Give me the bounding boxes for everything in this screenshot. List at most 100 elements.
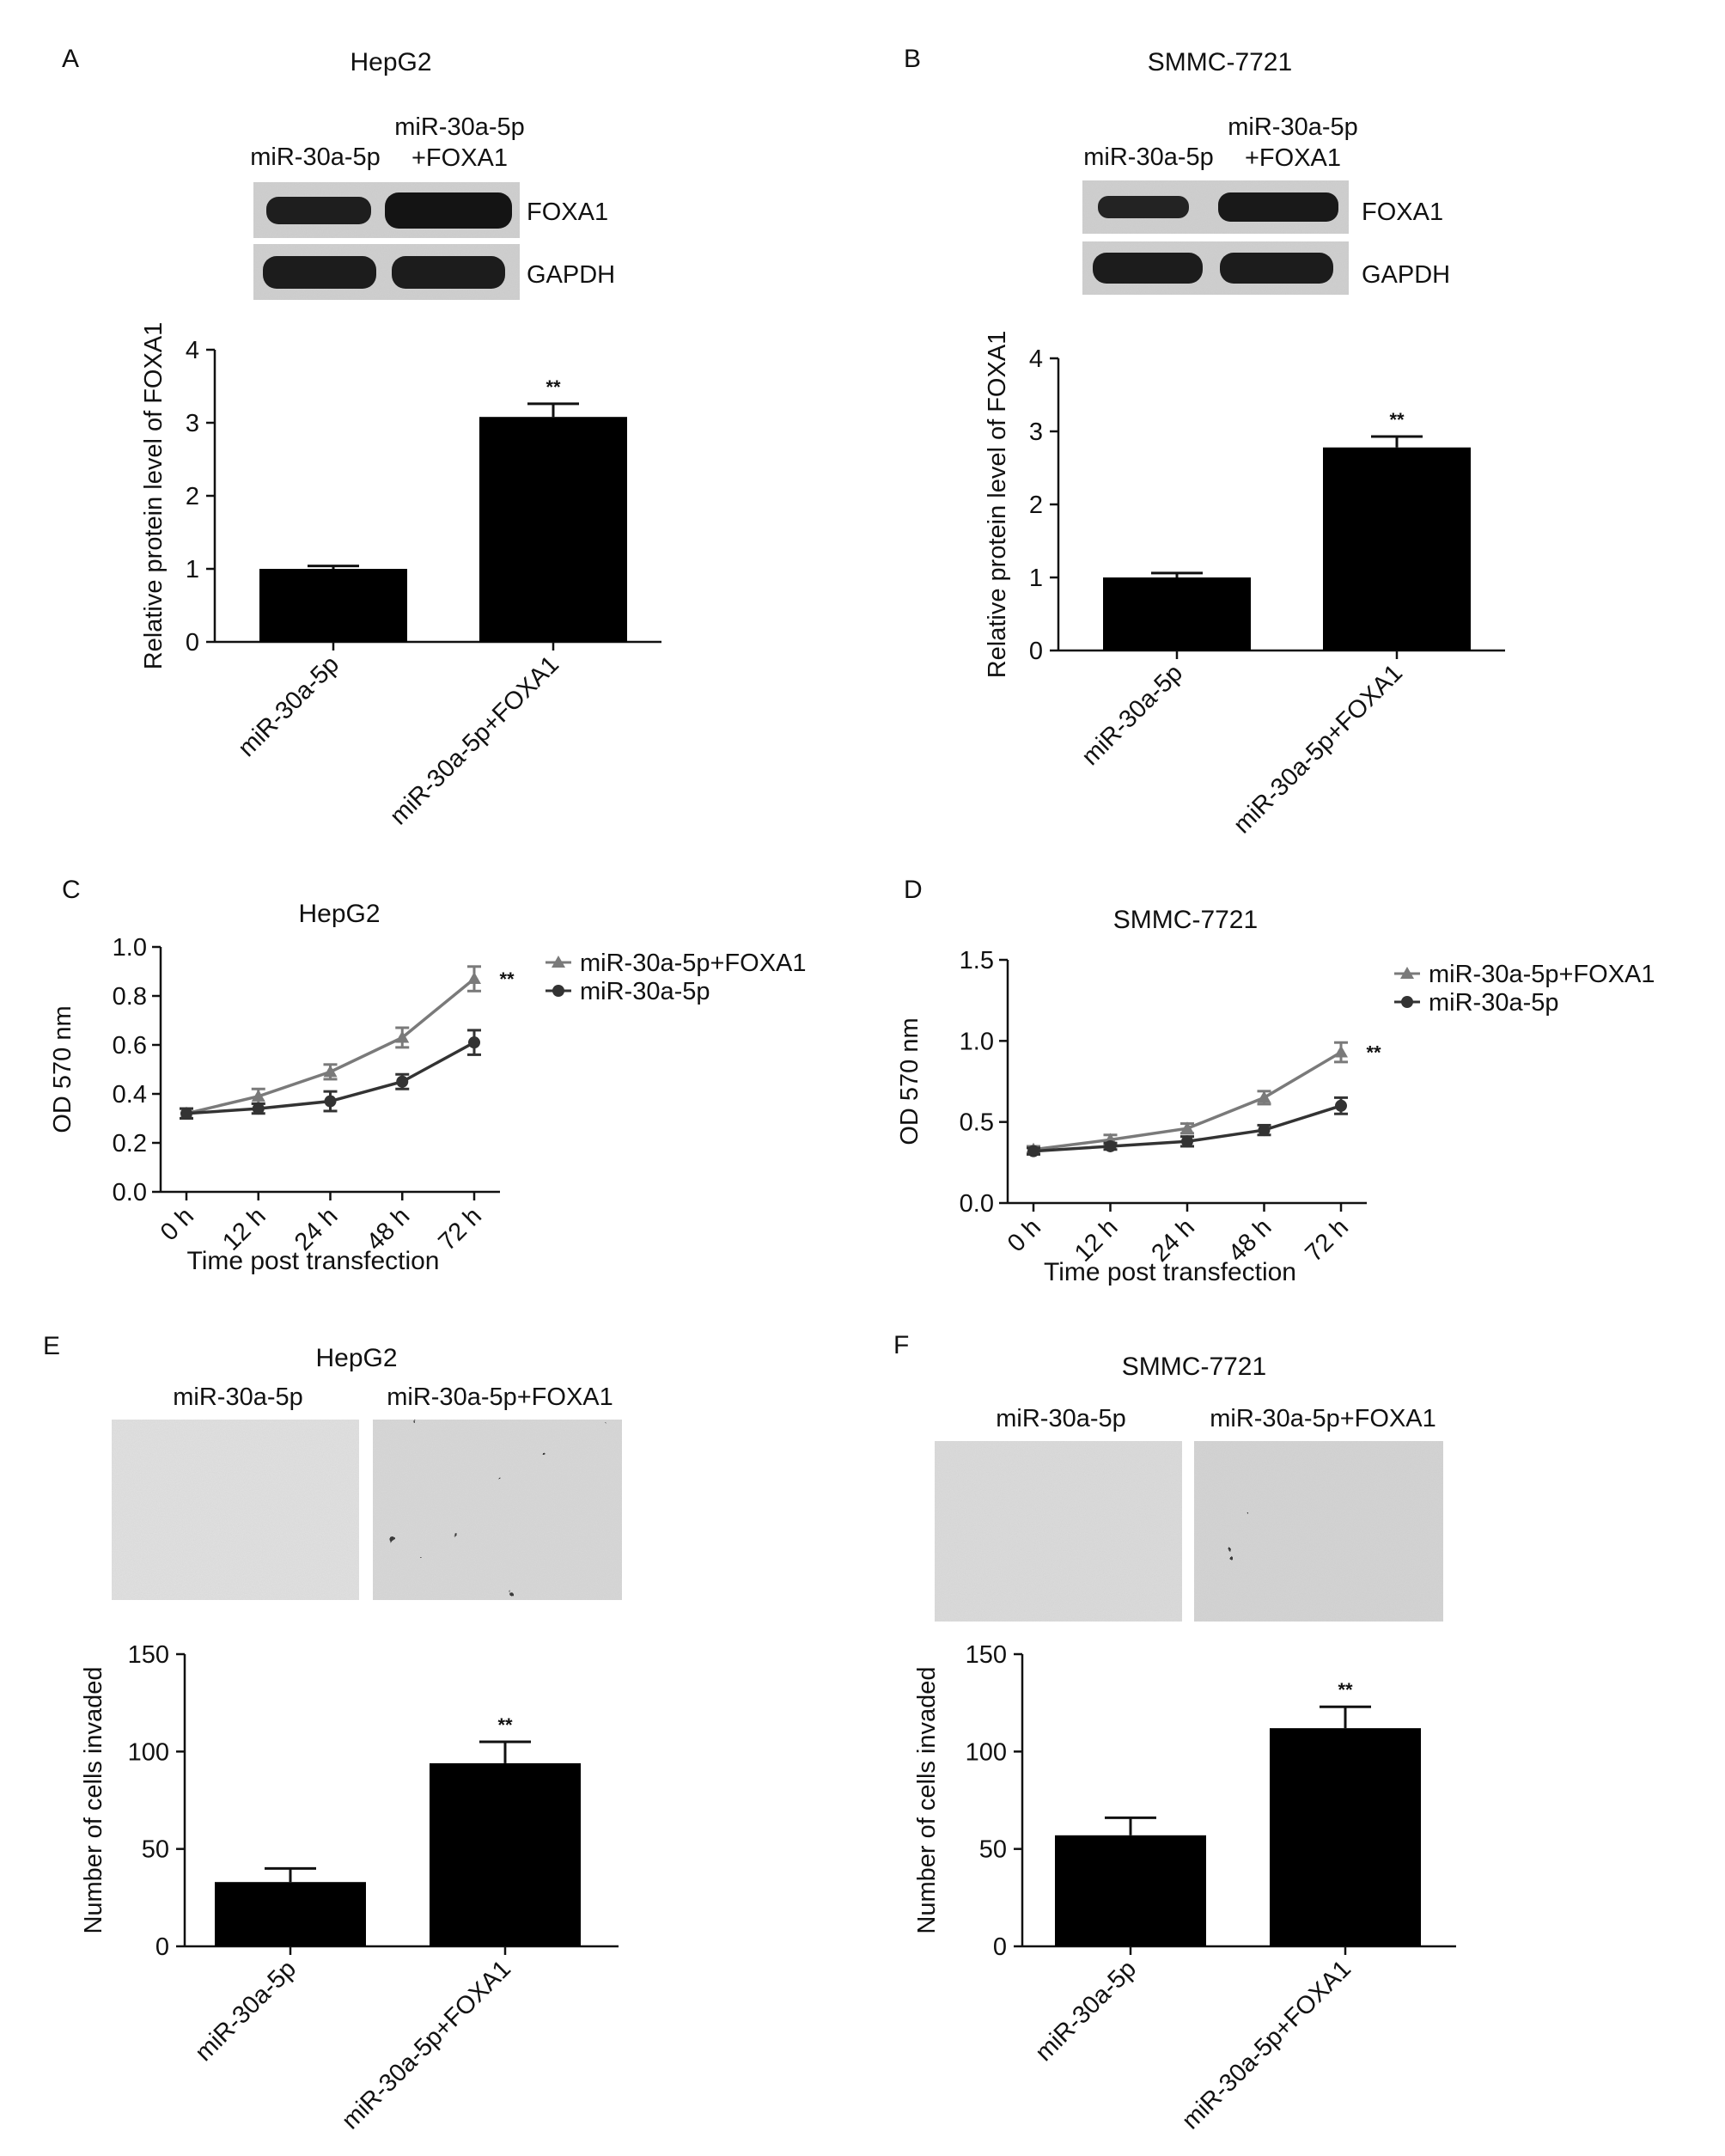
y-tick-label: 4	[1029, 345, 1043, 373]
data-point	[1335, 1099, 1347, 1112]
data-point	[324, 1095, 337, 1108]
x-tick-label: 0 h	[155, 1202, 199, 1246]
y-tick-label: 100	[966, 1738, 1007, 1766]
panel-title-b: SMMC-7721	[1148, 48, 1292, 76]
panel-title-e: HepG2	[315, 1344, 397, 1372]
y-tick-label: 0.4	[113, 1081, 147, 1109]
x-tick-label: miR-30a-5p	[190, 1955, 302, 2067]
micrograph-label: miR-30a-5p	[173, 1383, 303, 1411]
y-tick-label: 1	[1029, 565, 1043, 592]
x-tick-label: 72 h	[1300, 1213, 1354, 1267]
y-tick-label: 0.5	[960, 1109, 994, 1137]
legend-label: miR-30a-5p	[1429, 989, 1559, 1017]
western-blot-a: miR-30a-5p miR-30a-5p +FOXA1 FOXA1 GAPDH	[250, 113, 615, 300]
data-point	[1400, 967, 1414, 979]
data-point	[1334, 1045, 1348, 1058]
micrographs-f: miR-30a-5p miR-30a-5p+FOXA1	[935, 1405, 1443, 1622]
x-tick-label: miR-30a-5p+FOXA1	[1228, 659, 1408, 839]
y-tick-label: 2	[1029, 492, 1043, 519]
line-chart-d: 0.00.51.01.5OD 570 nm0 h 12 h 24 h 48 h 72 h…	[896, 947, 1655, 1286]
y-tick-label: 0	[155, 1933, 169, 1961]
blot-row-label: GAPDH	[527, 261, 615, 289]
bar	[1055, 1835, 1206, 1946]
bar	[1323, 447, 1471, 650]
y-tick-label: 1.0	[960, 1028, 994, 1055]
y-tick-label: 2	[186, 483, 199, 510]
y-tick-label: 100	[128, 1738, 169, 1766]
y-axis-label: OD 570 nm	[49, 1005, 76, 1133]
legend-label: miR-30a-5p+FOXA1	[580, 950, 807, 977]
micrograph-label: miR-30a-5p+FOXA1	[1210, 1405, 1436, 1432]
x-tick-label: miR-30a-5p	[1030, 1955, 1142, 2067]
y-tick-label: 150	[966, 1641, 1007, 1669]
y-tick-label: 0	[993, 1933, 1007, 1961]
blot-lane-label: +FOXA1	[411, 144, 508, 172]
panel-letter-b: B	[904, 45, 921, 73]
significance-label: **	[1389, 409, 1405, 431]
bar-chart-a: 0 1 2 3 4 Relative protein level of FOXA1 miR-…	[140, 322, 661, 830]
series-line	[1033, 1051, 1342, 1151]
y-axis-label: Relative protein level of FOXA1	[140, 322, 168, 670]
panel-letter-d: D	[904, 876, 923, 904]
data-point	[467, 972, 481, 985]
blot-band	[1218, 192, 1338, 222]
x-axis-label: Time post transfection	[1044, 1258, 1296, 1286]
blot-lane-label: miR-30a-5p	[1083, 144, 1214, 171]
y-axis-label: Relative protein level of FOXA1	[984, 331, 1011, 679]
panel-title-d: SMMC-7721	[1113, 906, 1258, 934]
panel-title-c: HepG2	[298, 900, 380, 928]
bar	[259, 569, 407, 642]
y-tick-label: 3	[186, 410, 199, 437]
y-tick-label: 1	[186, 556, 199, 583]
significance-label: **	[546, 376, 561, 398]
data-point	[1180, 1121, 1194, 1134]
x-tick-label: 72 h	[433, 1202, 487, 1256]
line-chart-c: 0.00.20.40.60.81.0OD 570 nm0 h 12 h 24 h 48…	[49, 934, 807, 1275]
blot-band	[1098, 196, 1189, 218]
y-tick-label: 0	[186, 629, 199, 657]
bar-chart-e: 0 50 100 150 Number of cells invaded miR-30a-…	[80, 1641, 619, 2135]
significance-label: **	[1366, 1042, 1381, 1064]
significance-label: **	[1338, 1679, 1353, 1701]
x-tick-label: miR-30a-5p+FOXA1	[1177, 1955, 1356, 2135]
x-tick-label: miR-30a-5p	[233, 650, 344, 762]
y-tick-label: 3	[1029, 418, 1043, 446]
blot-band	[385, 192, 512, 229]
y-axis-label: OD 570 nm	[896, 1017, 923, 1145]
bar	[479, 417, 627, 642]
data-point	[1027, 1145, 1039, 1157]
blot-band	[1093, 253, 1203, 284]
blot-row-label: FOXA1	[1362, 198, 1443, 226]
blot-band	[392, 256, 505, 289]
panel-title-f: SMMC-7721	[1122, 1353, 1266, 1381]
micrograph-label: miR-30a-5p+FOXA1	[387, 1383, 613, 1411]
panel-letter-e: E	[43, 1332, 60, 1360]
x-tick-label: miR-30a-5p+FOXA1	[385, 650, 564, 830]
blot-band	[263, 256, 376, 289]
data-point	[552, 985, 564, 997]
micrograph-label: miR-30a-5p	[996, 1405, 1126, 1432]
y-tick-label: 50	[979, 1836, 1007, 1864]
significance-label: **	[499, 968, 515, 990]
y-tick-label: 1.0	[113, 934, 147, 962]
panel-letter-f: F	[893, 1331, 909, 1359]
bar	[1270, 1728, 1421, 1946]
data-point	[1181, 1135, 1193, 1148]
y-tick-label: 4	[186, 337, 199, 364]
data-point	[323, 1065, 338, 1078]
x-tick-label: miR-30a-5p+FOXA1	[337, 1955, 516, 2135]
y-axis-label: Number of cells invaded	[80, 1666, 107, 1933]
bar	[1103, 577, 1251, 650]
bar-chart-f: 0 50 100 150 Number of cells invaded miR-30a-…	[913, 1641, 1456, 2135]
y-tick-label: 1.5	[960, 947, 994, 974]
panel-letter-c: C	[62, 876, 81, 904]
panel-letter-a: A	[62, 45, 79, 73]
y-axis-label: Number of cells invaded	[913, 1666, 941, 1933]
blot-band	[266, 197, 371, 224]
micrograph-treated-cells	[1194, 1441, 1443, 1622]
y-tick-label: 0.8	[113, 983, 147, 1011]
blot-row-label: GAPDH	[1362, 261, 1450, 289]
data-point	[552, 956, 565, 968]
data-point	[1401, 996, 1413, 1008]
y-tick-label: 50	[142, 1836, 169, 1864]
